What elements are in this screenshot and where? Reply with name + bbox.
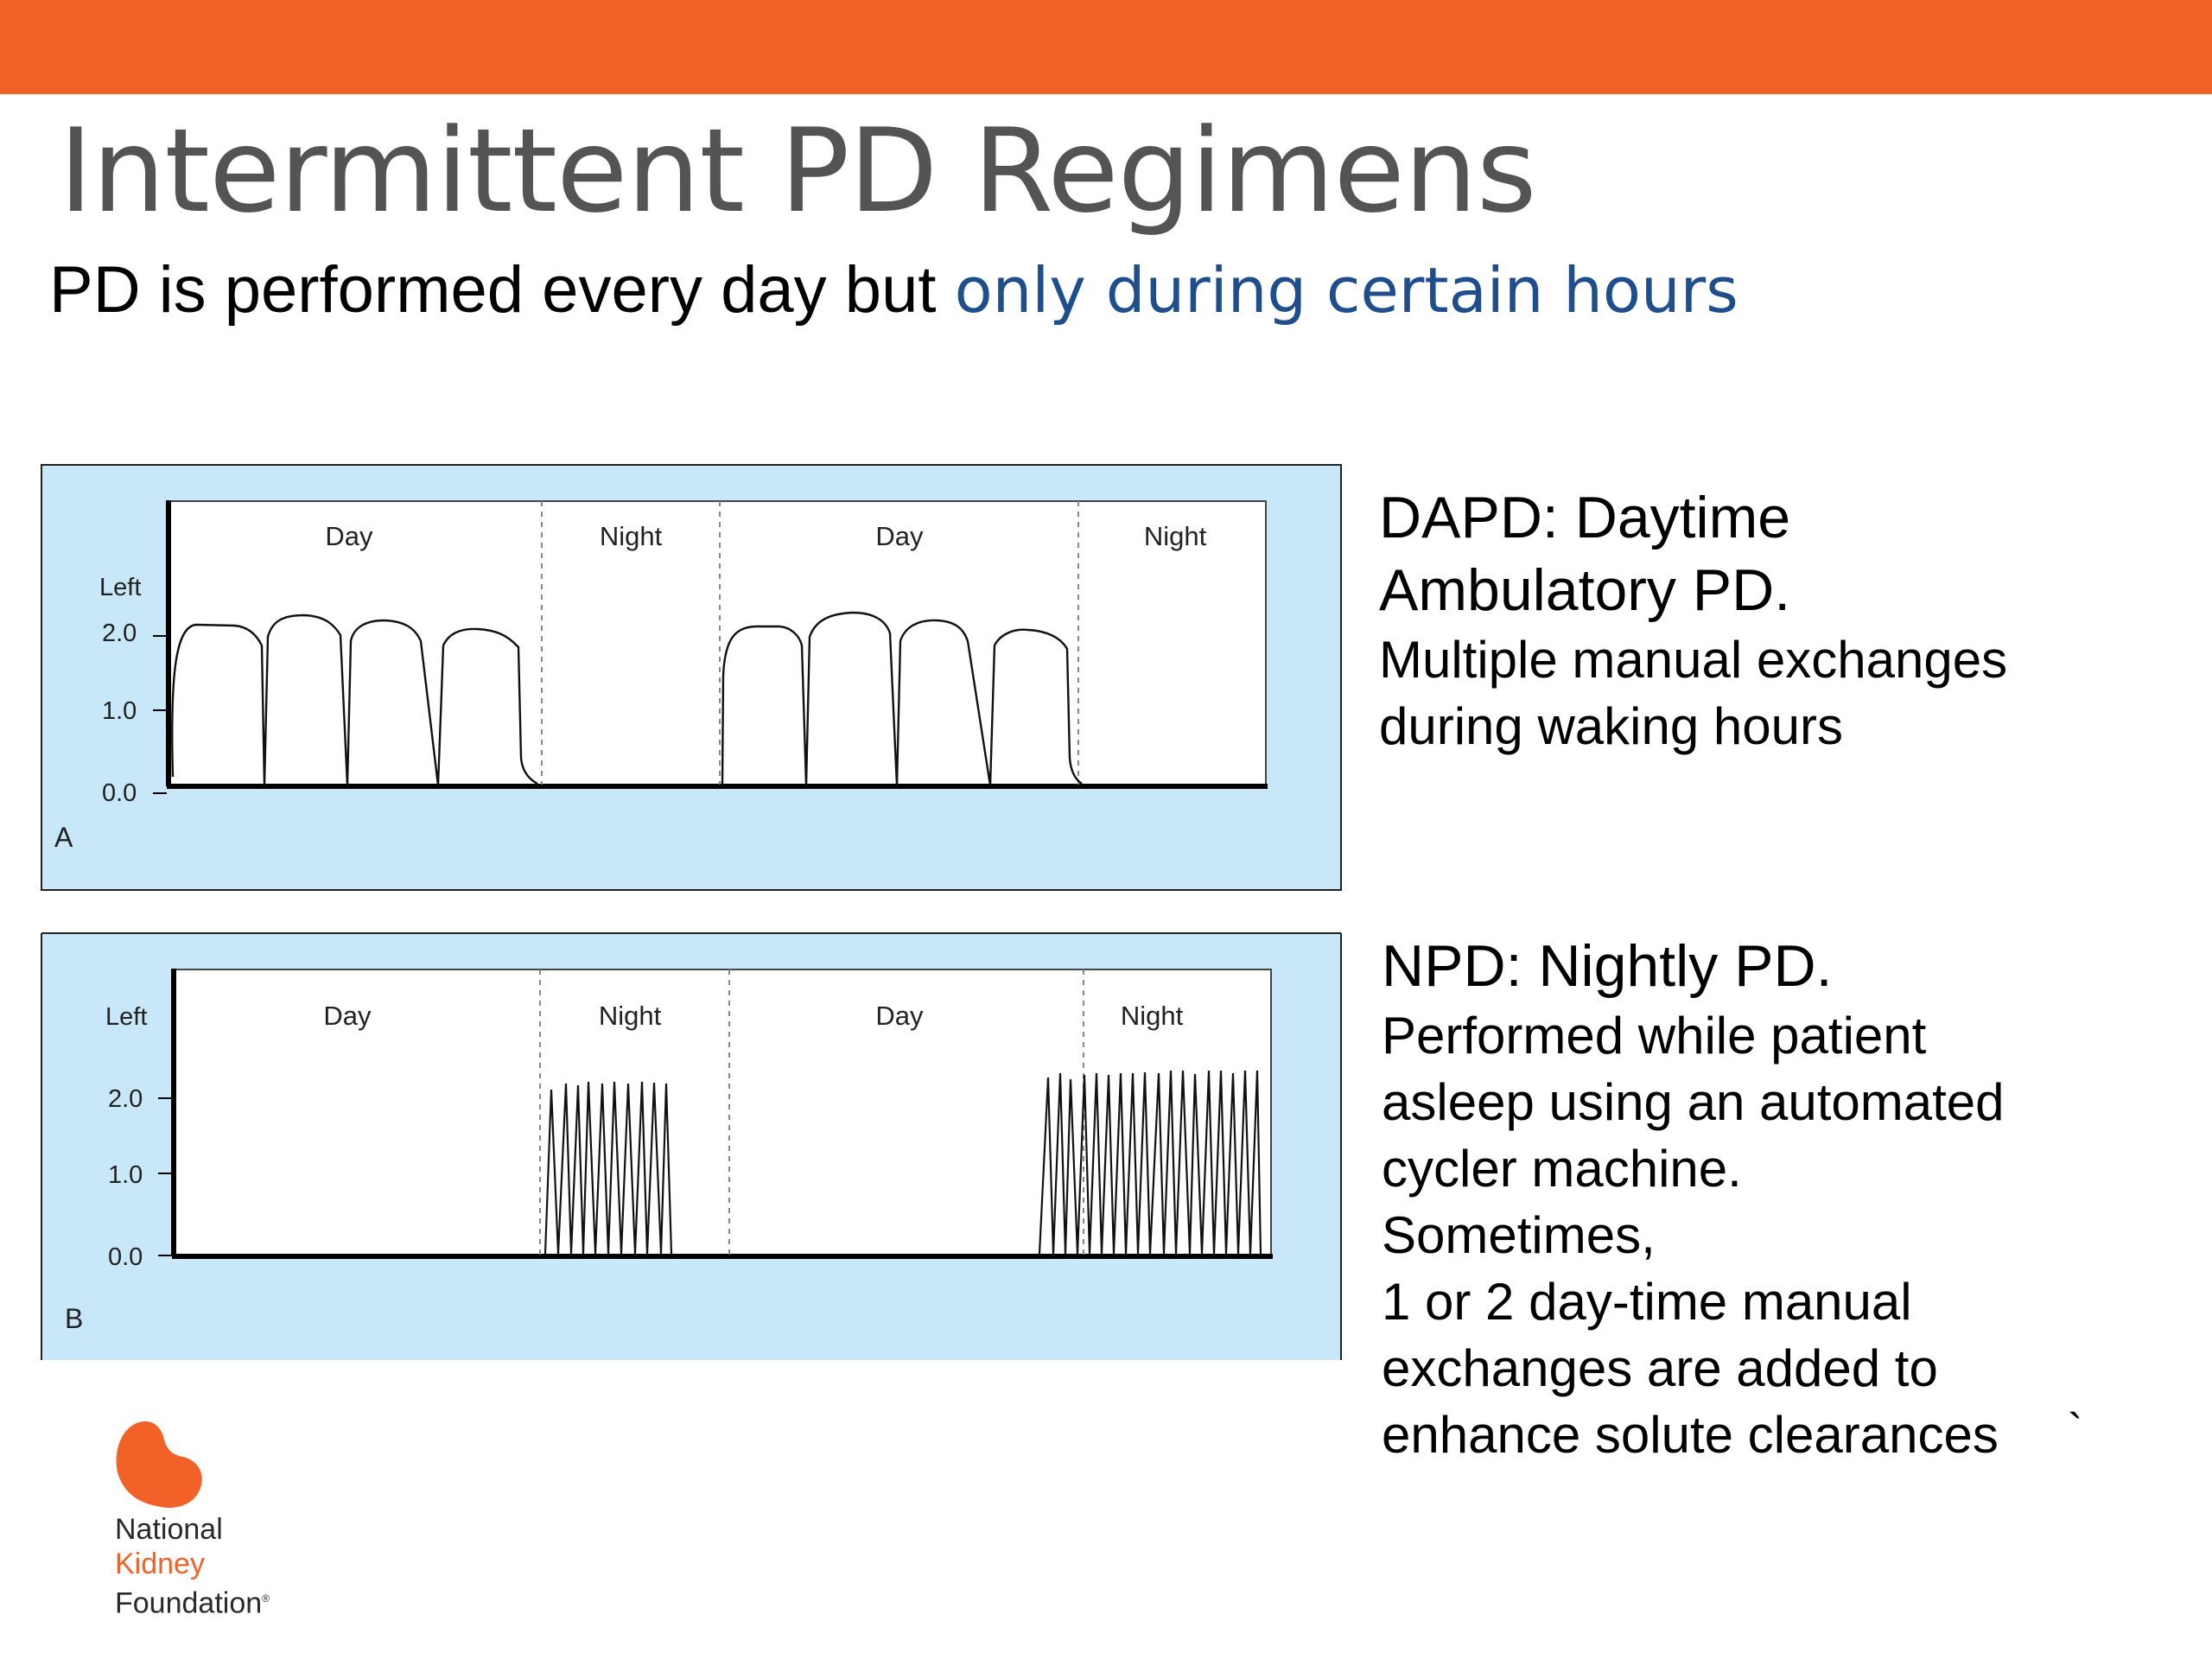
panel-b-tick-1: 1.0 xyxy=(108,1161,143,1189)
npd-body-line: exchanges are added to xyxy=(1382,1339,1938,1397)
logo-line-kidney: Kidney xyxy=(115,1548,205,1580)
dapd-heading-line: Ambulatory PD. xyxy=(1379,557,1791,623)
panel-b-section-day-1: Day xyxy=(323,1001,372,1031)
subtitle-highlight: only during certain hours xyxy=(954,254,1738,327)
panel-b-tick-0: 0.0 xyxy=(108,1243,143,1271)
panel-b-section-day-2: Day xyxy=(875,1001,924,1031)
logo-line-foundation: Foundation® xyxy=(115,1586,270,1620)
panel-a-letter: A xyxy=(54,822,73,853)
panel-a-tick-0: 0.0 xyxy=(102,779,137,807)
npd-body-line: enhance solute clearances xyxy=(1382,1406,1999,1464)
panel-a-tick-2: 2.0 xyxy=(102,620,137,647)
panel-b-y-label: Left xyxy=(105,1003,147,1031)
panel-dapd-diagram: Left 2.0 1.0 0.0 Day Night Day Night A xyxy=(41,464,1342,891)
panel-b-section-night-2: Night xyxy=(1121,1001,1184,1031)
panel-a-tick-1: 1.0 xyxy=(102,697,137,725)
panel-npd-diagram: Left 2.0 1.0 0.0 Day Night Day Night B xyxy=(41,932,1342,1361)
logo-line-national: National xyxy=(115,1513,223,1546)
kidney-logo-icon xyxy=(116,1421,202,1509)
panel-a-y-label: Left xyxy=(99,574,141,601)
panel-b-section-night-1: Night xyxy=(599,1001,662,1031)
registered-mark: ® xyxy=(262,1592,270,1605)
npd-body-line: cycler machine. xyxy=(1382,1140,1742,1198)
panel-b-letter: B xyxy=(65,1303,83,1334)
npd-heading-line: NPD: Nightly PD. xyxy=(1382,933,1833,999)
npd-body-line: Performed while patient xyxy=(1382,1007,1927,1065)
panel-a-section-day-1: Day xyxy=(325,521,373,551)
slide-subtitle: PD is performed every day but only durin… xyxy=(49,252,1738,327)
npd-body-line: 1 or 2 day-time manual xyxy=(1382,1273,1912,1331)
npd-description: NPD: Nightly PD. Performed while patient… xyxy=(1382,930,2194,1468)
dapd-heading-line: DAPD: Daytime xyxy=(1379,485,1791,550)
top-accent-bar xyxy=(0,0,2212,94)
panel-a-section-night-1: Night xyxy=(600,521,663,551)
dapd-body-line: during waking hours xyxy=(1379,697,1843,755)
panel-a-section-night-2: Night xyxy=(1144,521,1207,551)
slide-title: Intermittent PD Regimens xyxy=(59,104,1537,238)
subtitle-plain: PD is performed every day but xyxy=(49,253,955,327)
dapd-description: DAPD: Daytime Ambulatory PD. Multiple ma… xyxy=(1379,481,2191,760)
npd-body-line: Sometimes, xyxy=(1382,1206,1656,1264)
npd-trailing-mark: ` xyxy=(2068,1405,2083,1455)
nkf-logo: National Kidney Foundation® xyxy=(111,1417,270,1620)
panel-b-tick-2: 2.0 xyxy=(108,1085,143,1113)
panel-a-section-day-2: Day xyxy=(875,521,924,551)
dapd-body-line: Multiple manual exchanges xyxy=(1379,631,2008,689)
npd-body-line: asleep using an automated xyxy=(1382,1073,2005,1131)
